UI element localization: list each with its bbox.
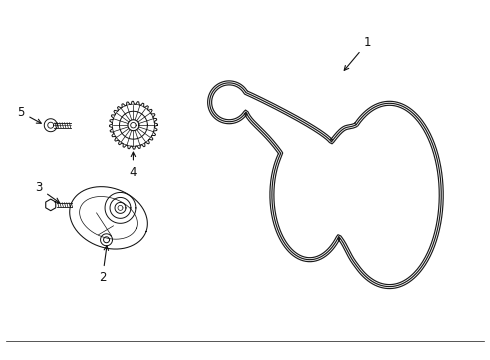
Text: 5: 5 (17, 106, 41, 123)
Text: 3: 3 (35, 181, 59, 203)
Text: 2: 2 (99, 246, 109, 284)
Text: 1: 1 (344, 36, 371, 70)
Text: 4: 4 (130, 152, 137, 179)
